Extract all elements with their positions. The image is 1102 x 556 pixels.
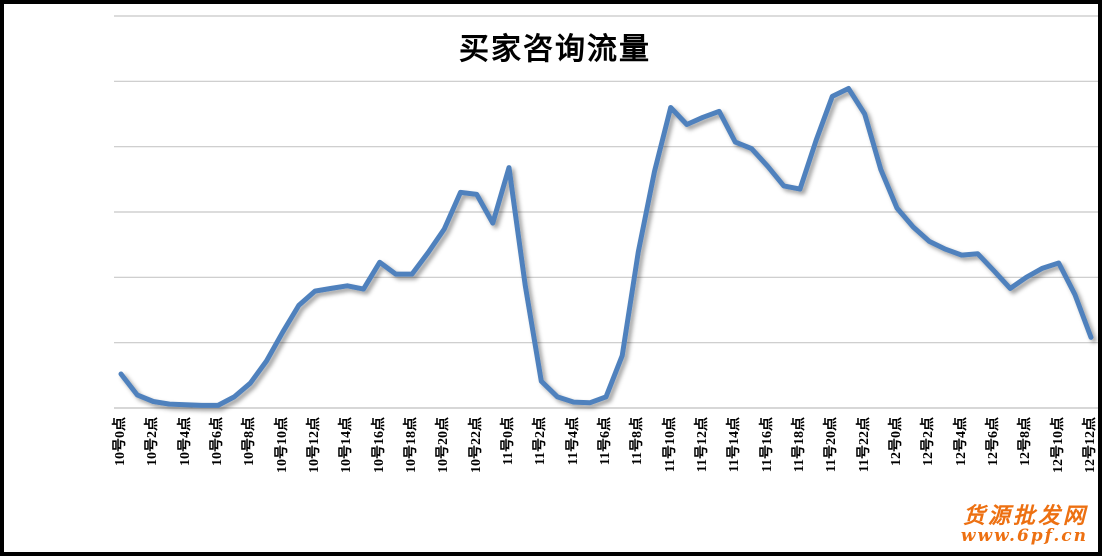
- chart-title: 买家咨询流量: [459, 33, 651, 66]
- watermark-site-url: www.6pf.cn: [960, 526, 1088, 547]
- series-line: [118, 86, 1094, 408]
- watermark-site-name: 货源批发网: [962, 503, 1088, 530]
- watermark: 货源批发网 www.6pf.cn: [960, 503, 1088, 547]
- chart-canvas: [114, 15, 1098, 409]
